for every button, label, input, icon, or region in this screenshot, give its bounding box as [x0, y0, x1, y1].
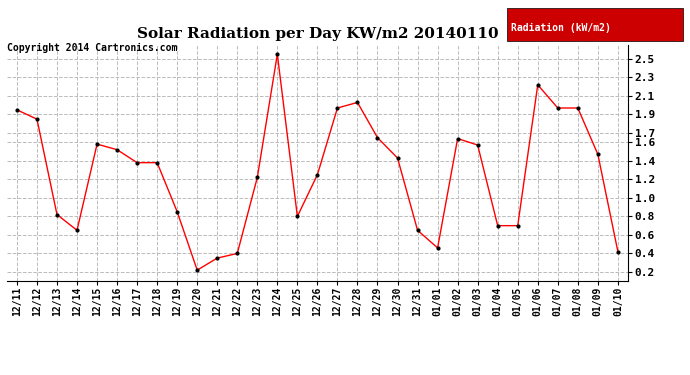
Text: Copyright 2014 Cartronics.com: Copyright 2014 Cartronics.com [7, 43, 177, 52]
Title: Solar Radiation per Day KW/m2 20140110: Solar Radiation per Day KW/m2 20140110 [137, 27, 498, 41]
Text: Radiation (kW/m2): Radiation (kW/m2) [511, 23, 611, 33]
